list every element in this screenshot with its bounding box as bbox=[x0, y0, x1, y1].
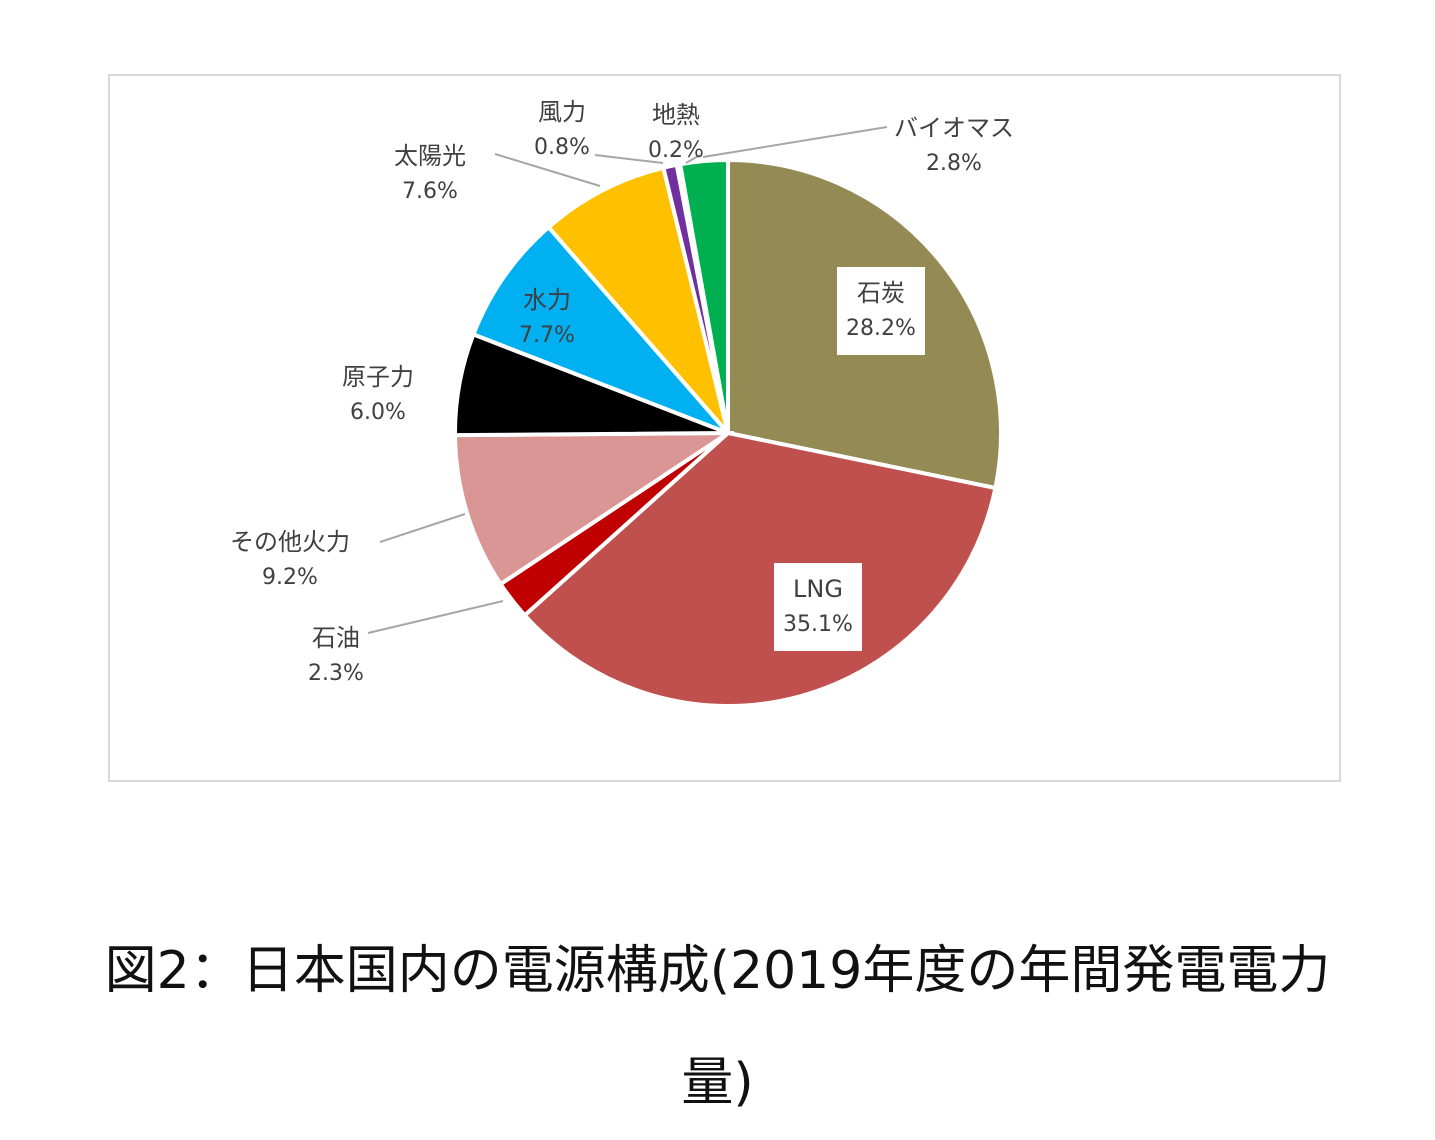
leader-line-other-thermal bbox=[379, 513, 466, 543]
pie-slice-hydro bbox=[470, 224, 730, 435]
value-label-geothermal: 0.2% bbox=[648, 138, 704, 163]
leader-line-oil bbox=[367, 600, 504, 634]
pie-slice-solar bbox=[545, 165, 730, 435]
value-label-coal: 28.2% bbox=[846, 316, 916, 341]
category-label-solar: 太陽光 bbox=[394, 142, 466, 170]
data-label-box-coal bbox=[837, 267, 925, 355]
category-label-other-thermal: その他火力 bbox=[230, 528, 350, 556]
category-label-wind: 風力 bbox=[538, 98, 586, 126]
value-label-oil: 2.3% bbox=[308, 661, 364, 686]
category-label-biomass: バイオマス bbox=[894, 114, 1014, 142]
pie-chart: 石炭 28.2% LNG 35.1% 石油 2.3% その他火力 9.2% 原子力 6.0% 水力 7… bbox=[230, 98, 1014, 708]
pie-slice-biomass bbox=[677, 157, 730, 434]
pie-slice-lng bbox=[521, 430, 998, 708]
value-label-other-thermal: 9.2% bbox=[262, 565, 318, 590]
leader-line-solar bbox=[494, 153, 601, 187]
leader-line-biomass bbox=[702, 126, 888, 158]
category-label-hydro: 水力 bbox=[523, 286, 571, 314]
value-label-wind: 0.8% bbox=[534, 135, 590, 160]
category-label-oil: 石油 bbox=[312, 624, 360, 652]
value-label-hydro: 7.7% bbox=[519, 323, 575, 348]
leader-line-geothermal bbox=[685, 154, 701, 164]
category-label-lng: LNG bbox=[793, 575, 843, 603]
category-label-nuclear: 原子力 bbox=[342, 363, 414, 391]
value-label-solar: 7.6% bbox=[402, 179, 458, 204]
leader-line-wind bbox=[594, 154, 664, 164]
value-label-lng: 35.1% bbox=[783, 612, 853, 637]
figure-caption-line1: 図2：日本国内の電源構成(2019年度の年間発電電力 bbox=[104, 941, 1331, 1001]
category-label-geothermal: 地熱 bbox=[652, 101, 700, 129]
pie-slice-other-thermal bbox=[452, 430, 735, 587]
data-label-box-lng bbox=[774, 563, 862, 651]
value-label-nuclear: 6.0% bbox=[350, 400, 406, 425]
figure-caption-line2: 量) bbox=[681, 1053, 754, 1113]
category-label-coal: 石炭 bbox=[857, 279, 905, 307]
value-label-biomass: 2.8% bbox=[926, 151, 982, 176]
chart-area: 石炭 28.2% LNG 35.1% 石油 2.3% その他火力 9.2% 原子力 6.0% 水力 7… bbox=[108, 74, 1341, 782]
